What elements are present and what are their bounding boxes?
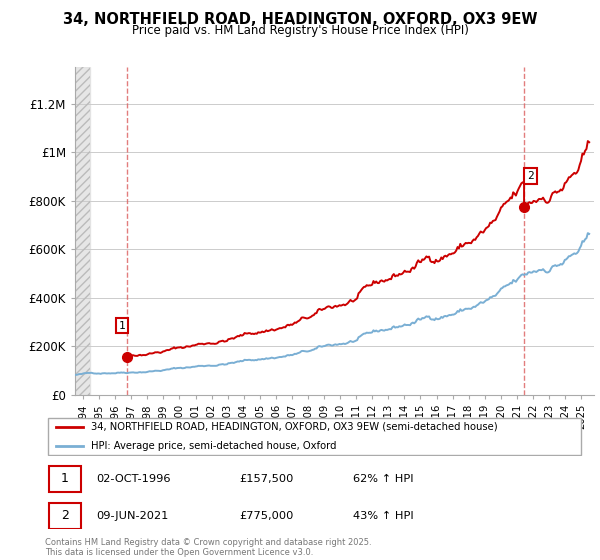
FancyBboxPatch shape: [48, 418, 581, 455]
Text: 62% ↑ HPI: 62% ↑ HPI: [353, 474, 413, 484]
Text: HPI: Average price, semi-detached house, Oxford: HPI: Average price, semi-detached house,…: [91, 441, 337, 450]
Bar: [75, 67, 90, 395]
Text: 09-JUN-2021: 09-JUN-2021: [96, 511, 169, 521]
Text: £157,500: £157,500: [239, 474, 294, 484]
Text: Contains HM Land Registry data © Crown copyright and database right 2025.
This d: Contains HM Land Registry data © Crown c…: [45, 538, 371, 557]
Text: 43% ↑ HPI: 43% ↑ HPI: [353, 511, 413, 521]
Text: 34, NORTHFIELD ROAD, HEADINGTON, OXFORD, OX3 9EW (semi-detached house): 34, NORTHFIELD ROAD, HEADINGTON, OXFORD,…: [91, 422, 497, 432]
Bar: [75, 67, 90, 395]
FancyBboxPatch shape: [49, 503, 80, 529]
Text: 1: 1: [61, 472, 69, 485]
Text: £775,000: £775,000: [239, 511, 294, 521]
FancyBboxPatch shape: [49, 466, 80, 492]
Text: 2: 2: [527, 171, 534, 181]
Text: 1: 1: [118, 321, 125, 330]
Text: Price paid vs. HM Land Registry's House Price Index (HPI): Price paid vs. HM Land Registry's House …: [131, 24, 469, 37]
Text: 2: 2: [61, 509, 69, 522]
Text: 02-OCT-1996: 02-OCT-1996: [96, 474, 171, 484]
Text: 34, NORTHFIELD ROAD, HEADINGTON, OXFORD, OX3 9EW: 34, NORTHFIELD ROAD, HEADINGTON, OXFORD,…: [63, 12, 537, 27]
